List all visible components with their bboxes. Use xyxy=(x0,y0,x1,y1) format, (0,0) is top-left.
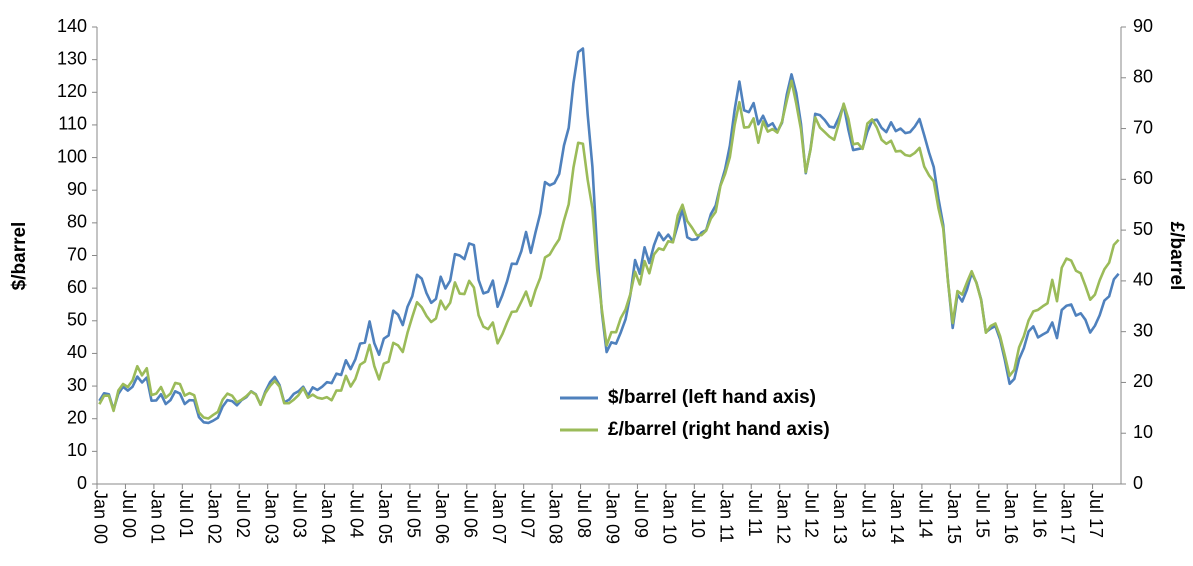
x-tick-label: Jan 15 xyxy=(944,490,964,544)
x-tick-label: Jul 10 xyxy=(688,490,708,538)
x-tick-label: Jul 12 xyxy=(802,490,822,538)
y-tick-label: 120 xyxy=(57,81,87,101)
y-tick-label: 10 xyxy=(67,440,87,460)
y2-tick-label: 60 xyxy=(1133,168,1153,188)
y2-tick-label: 20 xyxy=(1133,371,1153,391)
x-tick-label: Jan 12 xyxy=(773,490,793,544)
y2-tick-label: 0 xyxy=(1133,473,1143,493)
x-tick-label: Jul 13 xyxy=(859,490,879,538)
y2-tick-label: 50 xyxy=(1133,219,1153,239)
series-line xyxy=(98,47,1120,425)
y-axis-title: $/barrel xyxy=(9,222,30,291)
x-tick-label: Jan 06 xyxy=(432,490,452,544)
x-tick-label: Jan 01 xyxy=(148,490,168,544)
x-tick-label: Jan 08 xyxy=(546,490,566,544)
x-tick-label: Jan 03 xyxy=(261,490,281,544)
y-tick-label: 60 xyxy=(67,277,87,297)
x-tick-label: Jul 02 xyxy=(233,490,253,538)
y2-tick-label: 30 xyxy=(1133,320,1153,340)
y-tick-label: 0 xyxy=(77,473,87,493)
x-tick-label: Jul 03 xyxy=(290,490,310,538)
y-tick-label: 110 xyxy=(58,114,87,134)
legend-label: £/barrel (right hand axis) xyxy=(608,419,830,440)
x-tick-label: Jan 14 xyxy=(887,490,907,544)
x-tick-label: Jul 17 xyxy=(1086,490,1106,538)
x-tick-label: Jan 11 xyxy=(716,490,736,543)
x-tick-label: Jul 01 xyxy=(176,490,196,538)
x-tick-label: Jul 09 xyxy=(631,490,651,538)
y2-tick-label: 70 xyxy=(1133,117,1153,137)
x-tick-label: Jul 04 xyxy=(347,490,367,538)
x-tick-label: Jan 13 xyxy=(830,490,850,544)
x-tick-label: Jan 09 xyxy=(603,490,623,544)
x-tick-label: Jan 04 xyxy=(318,490,338,544)
y-tick-label: 50 xyxy=(67,310,87,330)
y2-tick-label: 80 xyxy=(1133,67,1153,87)
x-tick-label: Jan 16 xyxy=(1001,490,1021,544)
x-tick-label: Jul 16 xyxy=(1029,490,1049,538)
x-tick-label: Jul 08 xyxy=(574,490,594,538)
y2-tick-label: 10 xyxy=(1133,422,1153,442)
x-tick-label: Jul 15 xyxy=(972,490,992,538)
y-tick-label: 40 xyxy=(67,342,87,362)
x-tick-label: Jul 07 xyxy=(517,490,537,538)
x-tick-label: Jan 07 xyxy=(489,490,509,544)
y-tick-label: 30 xyxy=(67,375,87,395)
y-tick-label: 130 xyxy=(57,48,87,68)
y-tick-label: 70 xyxy=(67,244,87,264)
legend-box xyxy=(548,382,900,446)
x-tick-label: Jan 02 xyxy=(204,490,224,544)
x-tick-label: Jan 10 xyxy=(660,490,680,544)
y-tick-label: 80 xyxy=(67,212,87,232)
y2-tick-label: 40 xyxy=(1133,270,1153,290)
x-tick-label: Jan 00 xyxy=(91,490,111,544)
y-tick-label: 140 xyxy=(57,16,87,36)
legend-label: $/barrel (left hand axis) xyxy=(608,387,816,408)
x-tick-label: Jul 11 xyxy=(745,490,765,537)
y-tick-label: 90 xyxy=(67,179,87,199)
x-tick-label: Jul 05 xyxy=(404,490,424,538)
x-tick-label: Jan 17 xyxy=(1058,490,1078,544)
x-tick-label: Jul 06 xyxy=(460,490,480,538)
y2-tick-label: 90 xyxy=(1133,16,1153,36)
x-tick-label: Jul 00 xyxy=(119,490,139,538)
y-tick-label: 100 xyxy=(57,146,87,166)
y2-axis-title: £/barrel xyxy=(1166,222,1187,291)
y-tick-label: 20 xyxy=(67,407,87,427)
series-line xyxy=(98,79,1120,420)
x-tick-label: Jul 14 xyxy=(916,490,936,538)
x-tick-label: Jan 05 xyxy=(375,490,395,544)
